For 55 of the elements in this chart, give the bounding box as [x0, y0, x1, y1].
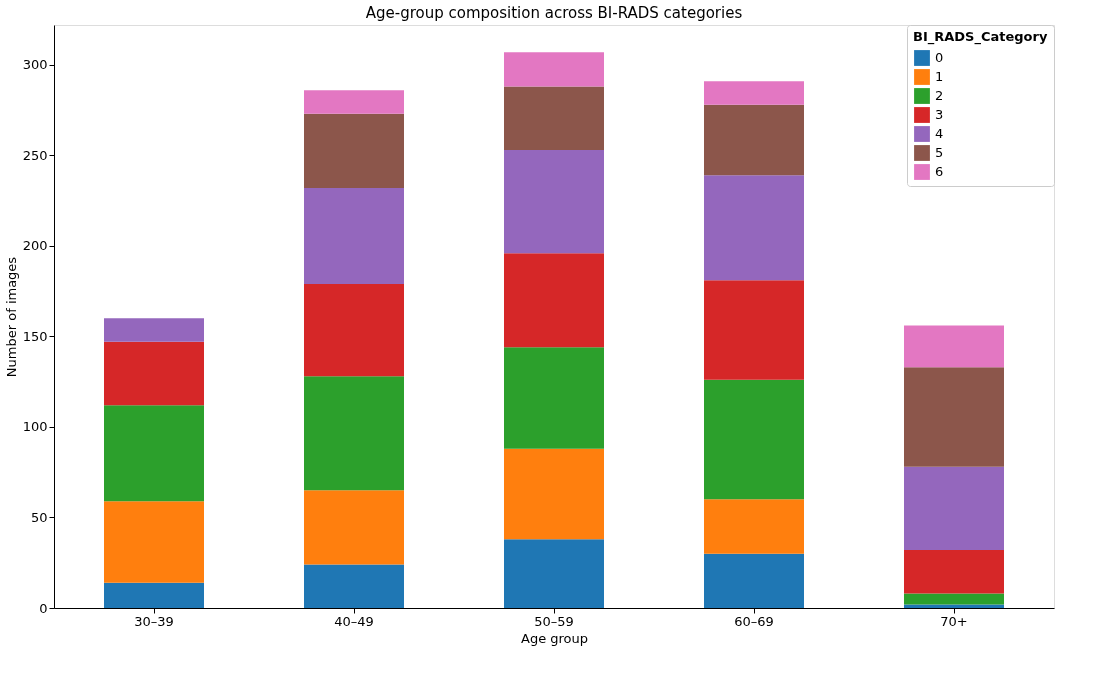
bar [904, 550, 1004, 594]
bar [104, 341, 204, 406]
bar [704, 81, 804, 105]
y-axis-title: Number of images [3, 256, 19, 378]
legend-label: 2 [935, 88, 944, 103]
legend-label: 5 [935, 145, 944, 160]
y-tick-label: 150 [22, 328, 48, 344]
bar [304, 283, 404, 377]
x-tick-label: 50–59 [534, 613, 574, 629]
bar [704, 104, 804, 176]
bar [504, 539, 604, 608]
bar [904, 593, 1004, 605]
bar [904, 466, 1004, 551]
bar [504, 52, 604, 87]
bar [904, 325, 1004, 368]
legend-label: 6 [935, 164, 944, 179]
chart-title: Age-group composition across BI-RADS categories [365, 3, 743, 22]
legend-label: 4 [935, 126, 944, 141]
bar [704, 553, 804, 608]
legend-label: 3 [935, 107, 944, 122]
bar [104, 318, 204, 342]
bar [104, 501, 204, 583]
bar [304, 187, 404, 284]
legend-title: BI_RADS_Category [913, 29, 1048, 45]
bar [704, 379, 804, 500]
bar [504, 149, 604, 254]
bar [904, 604, 1004, 608]
x-tick-label: 70+ [940, 613, 968, 629]
bar [304, 90, 404, 114]
y-tick-label: 100 [22, 419, 48, 435]
y-tick-label: 300 [22, 57, 48, 73]
bar [304, 376, 404, 491]
bar [504, 448, 604, 540]
bar [504, 86, 604, 150]
y-tick-label: 0 [39, 600, 48, 616]
legend-label: 0 [935, 50, 944, 65]
bar [504, 253, 604, 348]
bar [304, 113, 404, 188]
x-tick-label: 40–49 [334, 613, 374, 629]
y-tick-label: 250 [22, 147, 48, 163]
legend-label: 1 [935, 69, 944, 84]
bar [304, 564, 404, 608]
bar [704, 280, 804, 380]
bar [904, 367, 1004, 467]
bar [704, 499, 804, 554]
bar [304, 490, 404, 565]
bar [704, 175, 804, 281]
y-tick-label: 50 [30, 509, 48, 525]
x-tick-label: 60–69 [734, 613, 774, 629]
bar [104, 582, 204, 608]
y-tick-label: 200 [22, 238, 48, 254]
x-tick-label: 30–39 [134, 613, 174, 629]
bar [104, 405, 204, 502]
bar [504, 347, 604, 449]
x-axis-title: Age group [520, 630, 589, 646]
